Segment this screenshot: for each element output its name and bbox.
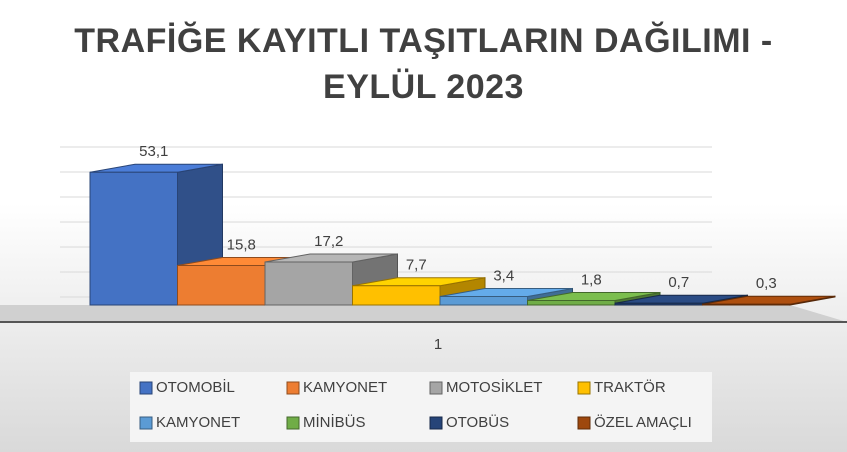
data-label: 1,8: [581, 271, 602, 288]
data-label: 15,8: [227, 236, 256, 253]
legend-swatch: [577, 416, 591, 430]
legend-label: KAMYONET: [156, 414, 240, 431]
data-label: 7,7: [406, 257, 427, 274]
data-label: 0,3: [756, 275, 777, 292]
bar: [177, 265, 266, 306]
data-label: 3,4: [493, 267, 514, 284]
legend-label: KAMYONET: [303, 379, 387, 396]
legend-label: TRAKTÖR: [594, 378, 666, 396]
legend-swatch: [286, 381, 300, 395]
legend-swatch: [577, 381, 591, 395]
bar: [527, 300, 616, 306]
legend-box: [130, 372, 712, 442]
bar: [264, 261, 353, 306]
bar: [89, 171, 178, 306]
bar: [439, 296, 528, 306]
legend-swatch: [429, 381, 443, 395]
legend-label: OTOBÜS: [446, 413, 509, 431]
x-tick-label: 1: [434, 336, 442, 353]
legend-swatch: [286, 416, 300, 430]
floor: [0, 305, 847, 322]
chart-title: TRAFİĞE KAYITLI TAŞITLARIN DAĞILIMI - EY…: [74, 22, 773, 106]
legend-swatch: [139, 381, 153, 395]
legend-swatch: [429, 416, 443, 430]
bar: [352, 285, 441, 306]
bar: [702, 303, 791, 306]
data-label: 0,7: [668, 274, 689, 291]
data-label: 53,1: [139, 143, 168, 160]
bar: [614, 302, 703, 306]
legend-label: MOTOSİKLET: [446, 378, 542, 396]
data-label: 17,2: [314, 233, 343, 250]
legend-swatch: [139, 416, 153, 430]
legend-label: ÖZEL AMAÇLI: [594, 413, 692, 431]
legend-label: OTOMOBİL: [156, 378, 235, 396]
legend-label: MİNİBÜS: [303, 413, 366, 431]
